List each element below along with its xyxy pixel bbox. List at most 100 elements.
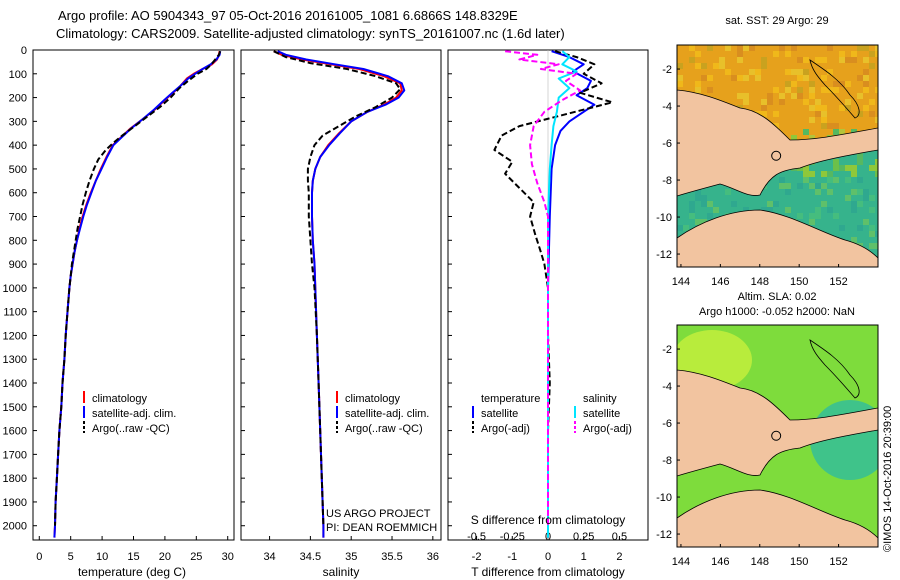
t-difference-xlabel: T difference from climatology: [471, 565, 625, 579]
depth-axis: 0 100 200 300 400 500 600 700 800 900 1000 1100 1200…: [3, 45, 27, 533]
sst-pixel: [767, 69, 773, 75]
sst-pixel: [821, 111, 827, 117]
temperature-series: [33, 49, 222, 538]
sst-pixel: [875, 165, 878, 171]
sst-pixel: [815, 57, 821, 63]
sla-map-title: Altim. SLA: 0.02: [738, 291, 817, 303]
sla-map-subtitle: Argo h1000: -0.052 h2000: NaN: [699, 306, 855, 318]
sst-pixel: [845, 195, 851, 201]
sst-pixel: [845, 213, 851, 219]
sst-pixel: [863, 75, 869, 81]
sst-pixel: [797, 213, 803, 219]
sst-pixel: [695, 63, 701, 69]
sst-pixel: [803, 165, 809, 171]
sst-pixel: [797, 117, 803, 123]
sst-pixel: [857, 225, 863, 231]
sst-pixel: [875, 45, 878, 51]
sst-pixel: [845, 57, 851, 63]
sst-pixel: [689, 45, 695, 51]
sst-pixel: [719, 63, 725, 69]
legend-satellite-adj: satellite-adj. clim.: [92, 408, 176, 420]
sst-pixel: [731, 195, 737, 201]
sst-pixel: [683, 207, 689, 213]
sst-pixel: [809, 87, 815, 93]
sst-pixel: [803, 57, 809, 63]
sst-pixel: [833, 159, 839, 165]
sst-pixel: [833, 87, 839, 93]
x-tick-label: 20: [159, 551, 171, 563]
lat-tick-label: -8: [662, 455, 672, 467]
sst-pixel: [833, 195, 839, 201]
sst-pixel: [869, 231, 875, 237]
sst-pixel: [833, 123, 839, 129]
lon-tick-label: 150: [790, 556, 808, 568]
sst-pixel: [863, 45, 869, 51]
sst-pixel: [731, 87, 737, 93]
sst-pixel: [857, 177, 863, 183]
sst-pixel: [821, 123, 827, 129]
depth-tick-label: 300: [9, 116, 27, 128]
sla-map-frame: [676, 324, 879, 548]
sst-pixel: [821, 57, 827, 63]
sst-pixel: [761, 63, 767, 69]
salinity-series: [241, 49, 406, 538]
sst-pixel: [695, 189, 701, 195]
difference-legend: temperature satellite Argo(-adj) salinit…: [472, 393, 632, 435]
sst-pixel: [869, 99, 875, 105]
sst-pixel: [707, 87, 713, 93]
sst-pixel: [767, 57, 773, 63]
depth-tick-label: 100: [9, 69, 27, 81]
depth-tick-label: 0: [21, 45, 27, 57]
legend-temp-satellite: satellite: [481, 408, 518, 420]
x-tick-label: 36: [427, 551, 439, 563]
sst-pixel: [695, 87, 701, 93]
sst-pixel: [875, 87, 878, 93]
sst-pixel: [809, 183, 815, 189]
sst-pixel: [803, 219, 809, 225]
sst-pixel: [785, 87, 791, 93]
lat-tick-label: -12: [656, 529, 672, 541]
sst-pixel: [839, 81, 845, 87]
legend-argo: Argo(..raw -QC): [92, 423, 170, 435]
sst-pixel: [713, 63, 719, 69]
sst-pixel: [785, 183, 791, 189]
sst-pixel: [869, 183, 875, 189]
sst-pixel: [797, 69, 803, 75]
sst-pixel: [857, 201, 863, 207]
sst-map-australia: [677, 209, 878, 267]
sst-pixel: [797, 111, 803, 117]
sst-pixel: [731, 57, 737, 63]
sst-pixel: [683, 225, 689, 231]
sla-map-lon-axis: 144 146 148 150 152: [672, 544, 848, 568]
x-tick-label: 35: [345, 551, 357, 563]
plot-title-line-2: Climatology: CARS2009. Satellite-adjuste…: [56, 26, 565, 41]
sst-pixel: [875, 231, 878, 237]
sst-pixel: [779, 45, 785, 51]
sst-pixel: [815, 189, 821, 195]
depth-tick-label: 1800: [3, 473, 27, 485]
sst-pixel: [689, 57, 695, 63]
depth-tick-label: 400: [9, 140, 27, 152]
sst-pixel: [797, 57, 803, 63]
sst-pixel: [731, 189, 737, 195]
depth-tick-label: 1500: [3, 402, 27, 414]
sst-pixel: [815, 207, 821, 213]
series-line-salinity-satellite: [547, 50, 578, 538]
lat-tick-label: -12: [656, 249, 672, 261]
sst-pixel: [827, 75, 833, 81]
sst-pixel: [695, 195, 701, 201]
sst-pixel: [725, 45, 731, 51]
sst-pixel: [773, 117, 779, 123]
sst-pixel: [833, 213, 839, 219]
sst-pixel: [869, 111, 875, 117]
sst-pixel: [875, 243, 878, 249]
sst-pixel: [785, 99, 791, 105]
imos-timestamp: ©IMOS 14-Oct-2016 20:39:00: [882, 405, 894, 552]
legend-climatology: climatology: [345, 393, 401, 405]
sst-pixel: [725, 189, 731, 195]
sst-pixel: [749, 45, 755, 51]
sst-pixel: [833, 117, 839, 123]
sla-map-new-ireland: [809, 339, 860, 399]
x-tick-label: 0: [545, 551, 551, 563]
sst-pixel: [797, 183, 803, 189]
